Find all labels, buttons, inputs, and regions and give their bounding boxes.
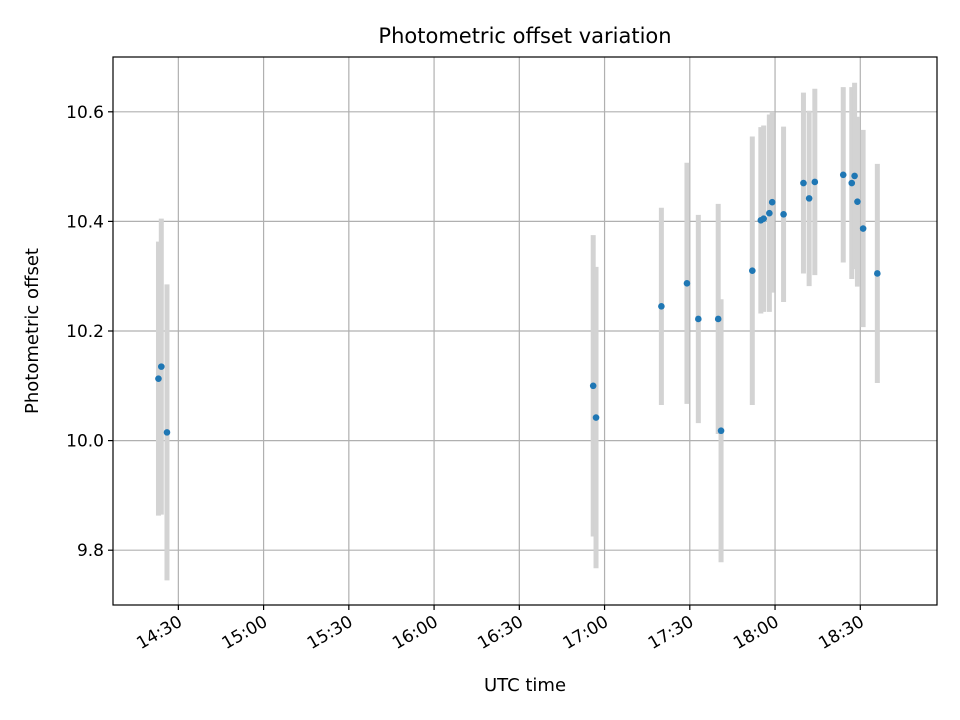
- data-point: [805, 195, 813, 202]
- data-point: [695, 315, 702, 323]
- data-point: [158, 363, 165, 370]
- data-point: [780, 210, 787, 218]
- data-point: [683, 280, 691, 287]
- y-tick-label: 10.4: [66, 212, 104, 232]
- data-point: [592, 414, 600, 421]
- data-point: [859, 225, 867, 232]
- data-point: [766, 209, 773, 217]
- data-point: [717, 427, 725, 435]
- x-axis-label: UTC time: [484, 675, 566, 696]
- chart-title: Photometric offset variation: [378, 24, 671, 48]
- data-point: [760, 215, 767, 222]
- y-tick-label: 10.2: [66, 322, 104, 342]
- data-point: [749, 267, 756, 275]
- y-tick-label: 10.6: [66, 103, 104, 123]
- data-point: [848, 179, 856, 187]
- data-point: [768, 198, 776, 206]
- y-axis-label: Photometric offset: [22, 248, 43, 414]
- y-tick-label: 9.8: [77, 541, 104, 561]
- data-point: [714, 315, 722, 323]
- point-layer: [155, 171, 881, 436]
- data-point: [839, 171, 847, 179]
- data-point: [800, 179, 807, 187]
- data-point: [155, 375, 162, 382]
- data-point: [658, 303, 665, 310]
- data-point: [851, 172, 858, 180]
- data-point: [874, 270, 881, 277]
- grid-layer: [113, 57, 937, 605]
- data-point: [854, 198, 861, 205]
- data-point: [811, 178, 819, 186]
- data-point: [589, 382, 597, 390]
- data-point: [163, 429, 171, 436]
- y-tick-label: 10.0: [66, 432, 104, 452]
